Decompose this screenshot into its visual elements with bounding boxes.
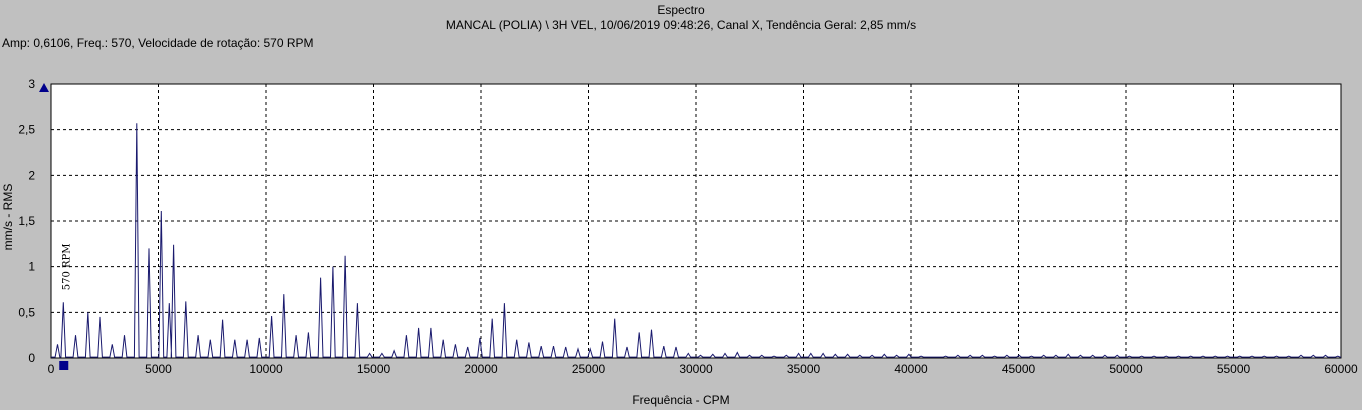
x-tick-label: 5000: [145, 362, 172, 376]
x-tick-label: 15000: [357, 362, 391, 376]
x-tick-label: 55000: [1217, 362, 1251, 376]
y-tick-label: 2,5: [18, 123, 35, 137]
y-tick-label: 2: [28, 168, 35, 182]
y-axis-label: mm/s - RMS: [1, 183, 15, 251]
cursor-marker-square-icon[interactable]: [59, 361, 69, 370]
y-tick-label: 0,5: [18, 305, 35, 319]
x-tick-label: 50000: [1109, 362, 1143, 376]
x-tick-label: 0: [48, 362, 55, 376]
y-tick-label: 0: [28, 351, 35, 365]
cursor-readout: Amp: 0,6106, Freq.: 570, Velocidade de r…: [2, 36, 314, 50]
x-axis-label: Frequência - CPM: [632, 393, 730, 407]
x-tick-label: 35000: [787, 362, 821, 376]
x-tick-label: 60000: [1324, 362, 1358, 376]
x-tick-label: 20000: [464, 362, 498, 376]
y-tick-label: 3: [28, 77, 35, 91]
rpm-annotation: 570 RPM: [61, 243, 72, 290]
y-tick-label: 1: [28, 260, 35, 274]
y-tick-label: 1,5: [18, 214, 35, 228]
axis-ticks: 0 5000 10000 15000 20000 25000 30000 35000 40000…: [18, 77, 1358, 376]
x-tick-label: 30000: [679, 362, 713, 376]
x-tick-label: 45000: [1002, 362, 1036, 376]
x-tick-label: 40000: [894, 362, 928, 376]
x-tick-label: 25000: [572, 362, 606, 376]
chart-title: Espectro: [657, 3, 705, 17]
grid-lines: [51, 84, 1341, 358]
x-tick-label: 10000: [249, 362, 283, 376]
range-marker-triangle-icon[interactable]: [39, 83, 49, 92]
chart-subtitle: MANCAL (POLIA) \ 3H VEL, 10/06/2019 09:4…: [445, 18, 917, 32]
spectrum-line: [51, 123, 1341, 358]
